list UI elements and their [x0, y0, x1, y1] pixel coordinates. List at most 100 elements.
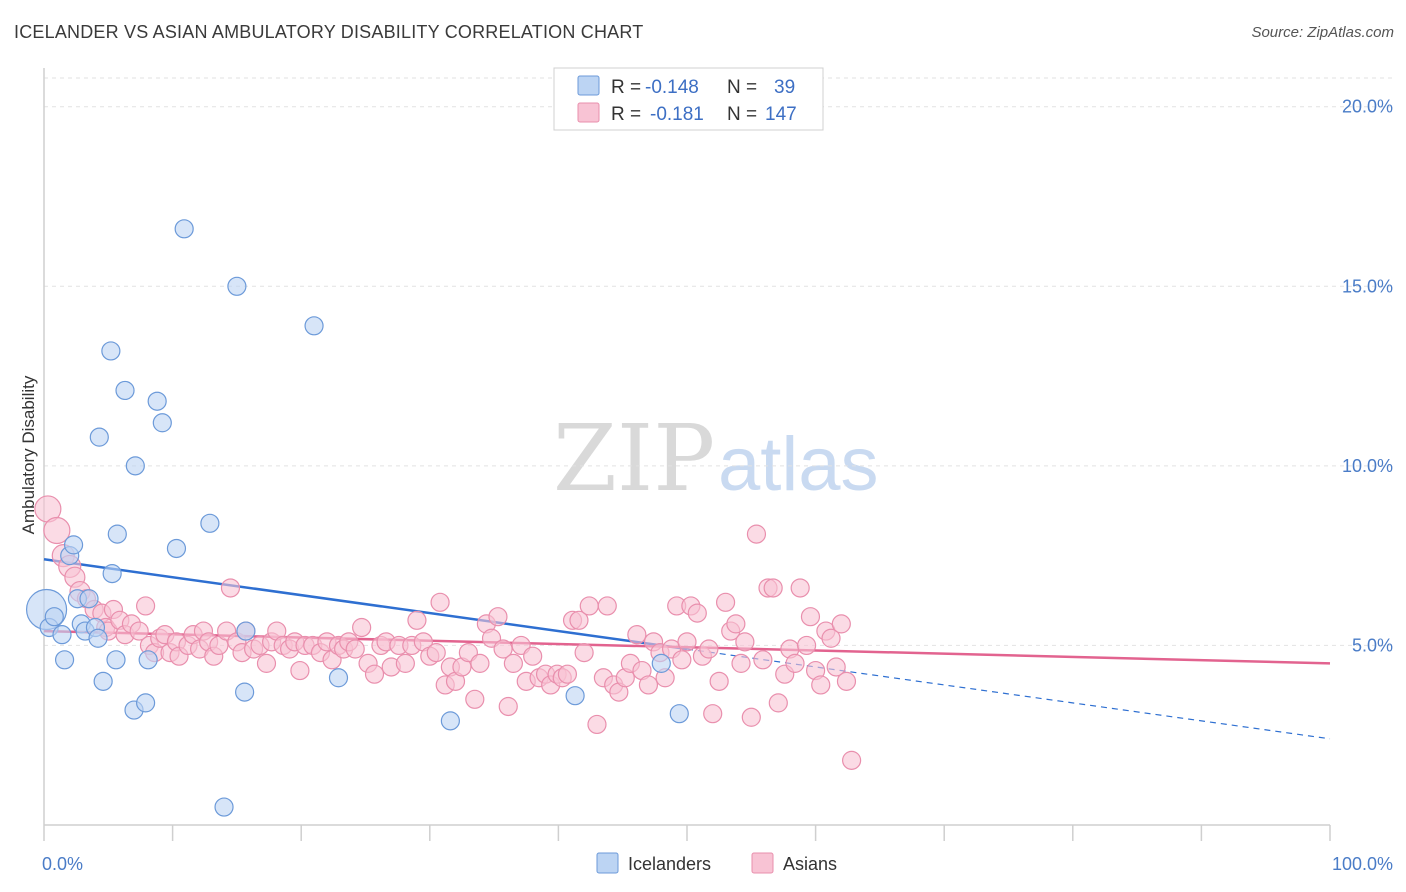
- icelanders-trend-extension: [686, 648, 1331, 740]
- bottom-legend-icelanders: Icelanders: [628, 854, 711, 874]
- source-label: Source: ZipAtlas.com: [1251, 24, 1394, 41]
- y-tick-label-3: 20.0%: [1342, 97, 1393, 117]
- asians-point-123: [746, 524, 767, 544]
- icelanders-point-30: [227, 276, 247, 296]
- bottom-legend-swatch-icelanders: [596, 852, 619, 874]
- asians-point-124: [753, 650, 773, 670]
- asians-point-54: [352, 617, 372, 638]
- asians-point-78: [493, 639, 513, 659]
- asians-point-115: [703, 704, 723, 724]
- asians-point-73: [465, 689, 485, 709]
- asians-point-96: [597, 596, 617, 616]
- legend-n-label-0: N =: [727, 77, 757, 98]
- asians-point-32: [220, 578, 241, 598]
- y-tick-label-0: 5.0%: [1352, 635, 1393, 655]
- icelanders-point-35: [440, 711, 460, 731]
- icelanders-point-2: [44, 607, 64, 627]
- asians-point-138: [826, 657, 846, 677]
- asians-point-133: [800, 607, 821, 627]
- asians-point-1: [43, 516, 71, 545]
- asians-point-140: [836, 671, 857, 691]
- asians-point-114: [699, 639, 719, 659]
- asians-point-112: [687, 603, 707, 623]
- asians-point-131: [790, 578, 810, 598]
- asians-point-127: [768, 693, 788, 713]
- axes: [43, 68, 1331, 841]
- icelanders-point-12: [88, 628, 108, 648]
- icelanders-point-32: [236, 621, 256, 641]
- x-tick-labels: 0.0% 100.0%: [42, 854, 1393, 874]
- bottom-legend-swatch-asians: [751, 852, 774, 874]
- icelanders-point-25: [152, 413, 172, 433]
- y-axis-label: Ambulatory Disability: [19, 375, 38, 534]
- legend-r-label-0: R =: [611, 77, 641, 98]
- asians-point-135: [811, 675, 831, 695]
- icelanders-point-21: [125, 456, 145, 476]
- icelanders-point-13: [89, 427, 109, 447]
- asians-point-56: [364, 664, 385, 684]
- asians-point-137: [821, 628, 841, 648]
- asians-point-130: [785, 653, 805, 673]
- legend-r-value-1: -0.181: [650, 104, 704, 125]
- legend-r-value-0: -0.148: [645, 77, 699, 98]
- asians-point-141: [842, 750, 862, 770]
- asians-point-101: [627, 625, 647, 645]
- asians-point-79: [498, 696, 518, 717]
- asians-point-120: [731, 653, 751, 673]
- icelanders-point-29: [214, 797, 234, 817]
- asians-point-44: [290, 660, 310, 681]
- legend-box: R = -0.148 N = 39 R = -0.181 N = 147: [553, 67, 824, 131]
- asians-point-121: [735, 632, 755, 652]
- y-tick-labels: 5.0% 10.0% 15.0% 20.0%: [1342, 97, 1393, 656]
- asians-point-67: [430, 592, 450, 612]
- icelanders-point-28: [200, 513, 220, 533]
- icelanders-point-26: [166, 538, 187, 559]
- asians-point-103: [638, 675, 659, 695]
- data-points: [25, 219, 862, 817]
- chart-title: ICELANDER VS ASIAN AMBULATORY DISABILITY…: [14, 22, 644, 42]
- asians-point-53: [345, 639, 365, 659]
- asians-point-92: [574, 643, 594, 663]
- asians-point-77: [488, 607, 508, 627]
- icelanders-point-37: [651, 653, 671, 673]
- legend-n-value-0: 39: [774, 77, 795, 98]
- icelanders-point-36: [565, 686, 585, 706]
- asians-point-122: [741, 707, 761, 727]
- asians-point-94: [587, 714, 607, 735]
- legend-n-value-1: 147: [765, 104, 797, 125]
- icelanders-point-14: [93, 671, 113, 691]
- icelanders-point-17: [106, 650, 126, 670]
- x-tick-label-0: 0.0%: [42, 854, 83, 874]
- legend-swatch-icelanders: [577, 75, 600, 96]
- watermark-zip: ZIP: [553, 405, 715, 512]
- icelanders-point-27: [174, 219, 194, 239]
- bottom-legend-asians: Asians: [783, 854, 837, 874]
- asians-point-119: [726, 614, 746, 634]
- x-tick-label-1: 100.0%: [1332, 854, 1393, 874]
- icelanders-trend-line: [43, 558, 688, 651]
- asians-point-89: [557, 664, 578, 684]
- icelanders-point-4: [54, 650, 75, 670]
- asians-point-66: [426, 643, 446, 663]
- gridlines: [44, 77, 1392, 646]
- icelanders-point-23: [138, 650, 158, 670]
- asians-point-83: [523, 646, 543, 666]
- icelanders-point-33: [304, 316, 324, 336]
- asians-point-63: [407, 610, 427, 630]
- icelanders-point-24: [147, 391, 167, 411]
- icelanders-point-38: [669, 704, 689, 724]
- icelanders-point-19: [115, 380, 135, 401]
- y-tick-label-2: 15.0%: [1342, 276, 1393, 296]
- asians-point-117: [715, 592, 736, 612]
- asians-point-110: [677, 632, 697, 652]
- icelanders-point-6: [63, 535, 84, 555]
- icelanders-point-22: [135, 693, 156, 713]
- y-tick-label-1: 10.0%: [1342, 456, 1393, 476]
- icelanders-point-10: [79, 589, 99, 609]
- icelanders-point-3: [52, 625, 72, 645]
- asians-point-61: [395, 653, 415, 673]
- asians-point-16: [135, 596, 156, 616]
- asians-point-126: [763, 578, 783, 598]
- watermark-atlas: atlas: [718, 422, 879, 507]
